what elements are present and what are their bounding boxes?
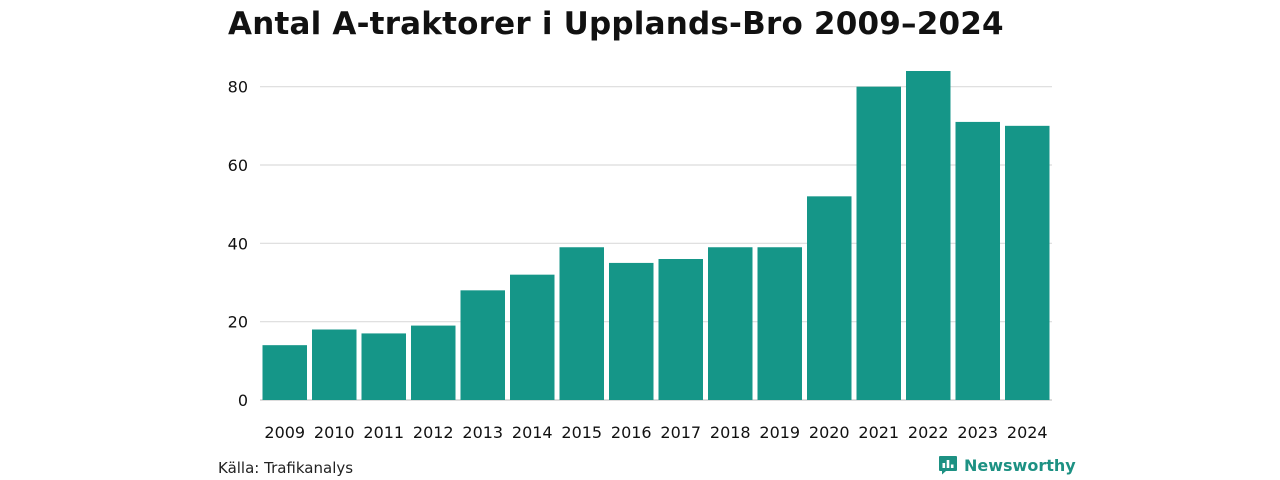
bar — [856, 86, 901, 401]
bar — [262, 345, 307, 400]
x-tick-label: 2021 — [858, 423, 899, 442]
brand-name: Newsworthy — [964, 455, 1076, 475]
bar — [510, 274, 555, 400]
bar — [955, 121, 1000, 401]
chart-title: Antal A-traktorer i Upplands-Bro 2009–20… — [228, 6, 1004, 42]
x-tick-label: 2020 — [809, 423, 850, 442]
bar — [460, 290, 505, 400]
x-tick-label: 2022 — [908, 423, 949, 442]
bar — [708, 247, 753, 400]
y-tick-label: 80 — [228, 78, 248, 97]
x-axis-ticks: 2009 2010 2011 2012 2013 2014 2015 2016 2017 2018… — [264, 423, 1047, 442]
x-tick-label: 2024 — [1007, 423, 1048, 442]
x-tick-label: 2014 — [512, 423, 553, 442]
bar-chart-speech-bubble-icon — [939, 456, 957, 475]
bar — [609, 262, 654, 400]
x-tick-label: 2012 — [413, 423, 454, 442]
bar — [312, 329, 357, 400]
x-tick-label: 2011 — [363, 423, 404, 442]
bars — [262, 71, 1050, 401]
x-tick-label: 2015 — [561, 423, 602, 442]
brand-logo: Newsworthy — [938, 455, 1076, 475]
bar — [757, 247, 802, 400]
x-tick-label: 2017 — [660, 423, 701, 442]
x-tick-label: 2009 — [264, 423, 305, 442]
x-tick-label: 2023 — [957, 423, 998, 442]
y-axis-ticks: 0 20 40 60 80 — [228, 78, 248, 410]
x-tick-label: 2013 — [462, 423, 503, 442]
x-tick-label: 2010 — [314, 423, 355, 442]
x-tick-label: 2016 — [611, 423, 652, 442]
y-tick-label: 40 — [228, 234, 248, 253]
bar — [658, 259, 703, 400]
y-tick-label: 60 — [228, 156, 248, 175]
y-tick-label: 0 — [238, 391, 248, 410]
bar — [1005, 125, 1050, 400]
x-tick-label: 2018 — [710, 423, 751, 442]
bar — [411, 325, 456, 400]
bar — [361, 333, 406, 400]
x-tick-label: 2019 — [759, 423, 800, 442]
bar — [906, 71, 951, 400]
source-note: Källa: Trafikanalys — [218, 459, 354, 477]
bar — [559, 247, 604, 400]
y-tick-label: 20 — [228, 313, 248, 332]
bar — [807, 196, 852, 400]
